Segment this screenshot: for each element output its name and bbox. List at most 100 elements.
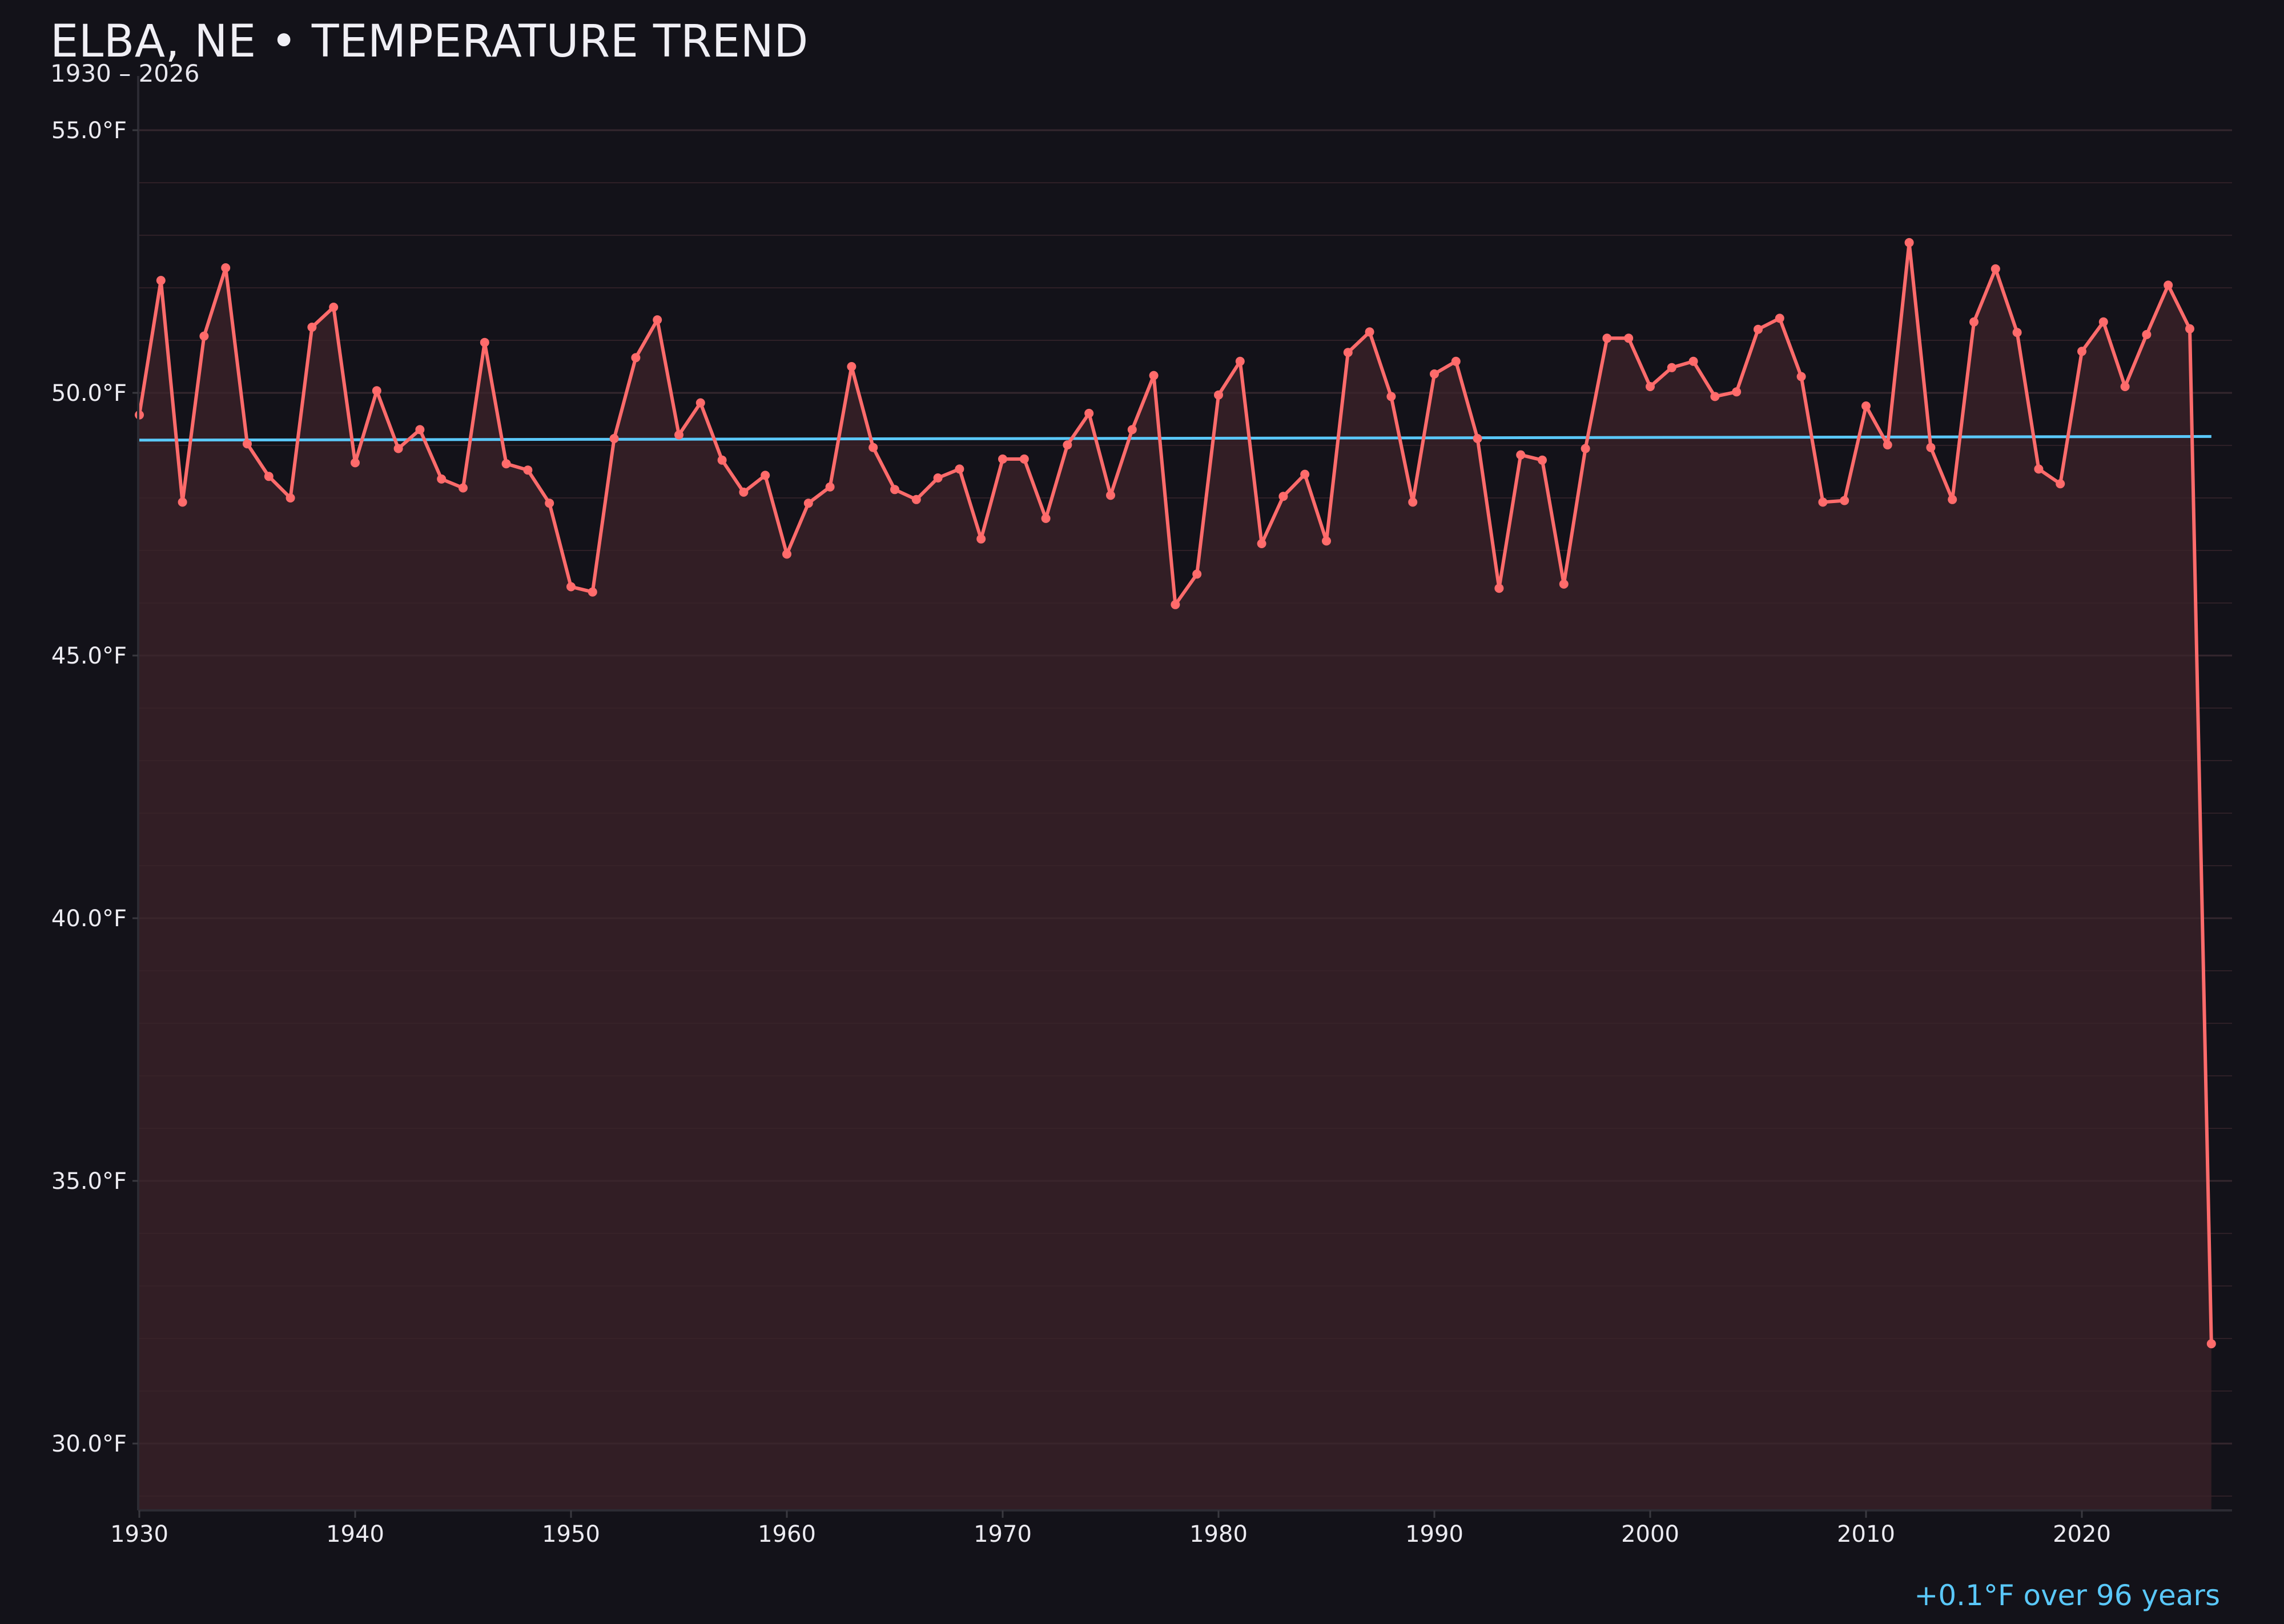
- x-tick-label: 1980: [1189, 1521, 1248, 1547]
- data-point-2009: [1840, 496, 1849, 505]
- data-point-1973: [1063, 440, 1072, 450]
- x-tick-label: 1970: [974, 1521, 1032, 1547]
- data-point-2005: [1754, 324, 1763, 334]
- data-point-1941: [372, 386, 381, 396]
- x-tick-label: 1990: [1405, 1521, 1463, 1547]
- data-point-1960: [782, 549, 791, 559]
- data-point-2020: [2077, 347, 2086, 356]
- data-point-1937: [286, 493, 295, 503]
- data-point-2013: [1926, 443, 1936, 452]
- data-point-1974: [1084, 408, 1094, 418]
- data-point-1972: [1041, 513, 1051, 523]
- temperature-area-fill: [139, 242, 2211, 1510]
- data-point-1946: [480, 337, 489, 347]
- x-tick-label: 2020: [2053, 1521, 2111, 1547]
- data-point-1997: [1581, 444, 1590, 453]
- trend-summary-annotation: +0.1°F over 96 years: [1914, 1579, 2220, 1612]
- data-point-1947: [501, 459, 511, 469]
- data-point-2011: [1883, 440, 1892, 450]
- data-point-1961: [803, 499, 813, 508]
- data-point-1982: [1257, 539, 1266, 548]
- data-point-2008: [1818, 497, 1828, 507]
- trend-line: [139, 435, 2211, 442]
- data-point-2018: [2034, 464, 2044, 474]
- data-point-1957: [717, 455, 727, 465]
- data-point-1956: [695, 398, 705, 408]
- data-point-1942: [393, 444, 403, 453]
- y-axis-ticks: 55.0°F 50.0°F 45.0°F 40.0°F 35.0°F 30.0°F: [51, 118, 138, 1457]
- data-point-1980: [1214, 390, 1223, 400]
- data-point-1989: [1408, 497, 1418, 507]
- data-point-2002: [1688, 356, 1698, 366]
- data-point-1931: [156, 276, 166, 286]
- y-tick-label: 55.0°F: [51, 118, 127, 144]
- data-point-1967: [933, 473, 943, 483]
- data-point-1993: [1494, 584, 1504, 593]
- data-point-1995: [1538, 455, 1547, 465]
- data-point-1933: [199, 331, 209, 341]
- data-point-2019: [2056, 479, 2065, 489]
- chart-title: ELBA, NE • TEMPERATURE TREND: [50, 16, 809, 67]
- data-point-1962: [825, 482, 835, 492]
- data-point-1970: [998, 454, 1007, 464]
- data-point-1981: [1235, 356, 1245, 366]
- data-point-2022: [2120, 382, 2130, 391]
- data-point-1990: [1430, 369, 1439, 379]
- data-point-2012: [1904, 238, 1914, 247]
- temperature-data-points: [135, 238, 2216, 1349]
- data-point-1945: [459, 483, 468, 493]
- data-point-2016: [1991, 264, 2000, 274]
- data-point-1984: [1300, 469, 1310, 479]
- data-point-2000: [1646, 382, 1655, 391]
- y-tick-label: 45.0°F: [51, 643, 127, 669]
- data-point-1971: [1019, 454, 1029, 464]
- y-tick-label: 30.0°F: [51, 1431, 127, 1457]
- data-point-1950: [566, 582, 576, 592]
- data-point-1952: [609, 434, 619, 443]
- y-tick-label: 35.0°F: [51, 1168, 127, 1195]
- data-point-1934: [221, 263, 231, 272]
- data-point-1940: [351, 458, 360, 468]
- chart-subtitle: 1930 – 2026: [50, 59, 200, 87]
- data-point-1948: [523, 465, 533, 475]
- data-point-2007: [1796, 372, 1806, 381]
- data-point-1985: [1322, 536, 1331, 546]
- x-tick-label: 2010: [1837, 1521, 1895, 1547]
- data-point-2026: [2206, 1339, 2216, 1349]
- data-point-2004: [1732, 387, 1742, 397]
- data-point-2021: [2098, 317, 2108, 327]
- data-point-1965: [890, 485, 899, 495]
- y-tick-label: 40.0°F: [51, 906, 127, 932]
- data-point-1998: [1602, 333, 1612, 343]
- x-tick-label: 2000: [1621, 1521, 1679, 1547]
- data-point-1953: [631, 353, 641, 363]
- data-point-1954: [653, 315, 662, 325]
- data-point-1959: [761, 471, 770, 480]
- data-point-1991: [1451, 356, 1461, 366]
- data-point-1966: [911, 495, 921, 504]
- minor-gridlines-overlay: [138, 129, 2232, 1497]
- data-point-1969: [976, 534, 986, 544]
- data-point-1938: [307, 323, 317, 332]
- data-point-2001: [1667, 363, 1676, 372]
- data-point-2024: [2164, 280, 2173, 290]
- data-point-1983: [1278, 492, 1288, 501]
- data-point-2025: [2185, 324, 2194, 333]
- data-point-1935: [243, 439, 252, 449]
- data-point-1978: [1171, 600, 1180, 609]
- data-point-1988: [1386, 392, 1396, 401]
- data-point-1939: [329, 303, 339, 312]
- data-point-2010: [1861, 401, 1871, 411]
- data-point-1964: [868, 443, 878, 452]
- data-point-1994: [1516, 450, 1526, 460]
- data-point-1932: [178, 497, 187, 507]
- data-point-1992: [1473, 434, 1482, 443]
- data-point-1949: [545, 499, 554, 508]
- data-point-2003: [1710, 392, 1720, 401]
- data-point-1977: [1149, 371, 1159, 380]
- y-tick-label: 50.0°F: [51, 380, 127, 407]
- data-point-1936: [264, 472, 274, 481]
- data-point-1968: [955, 464, 964, 474]
- data-point-1958: [739, 487, 749, 497]
